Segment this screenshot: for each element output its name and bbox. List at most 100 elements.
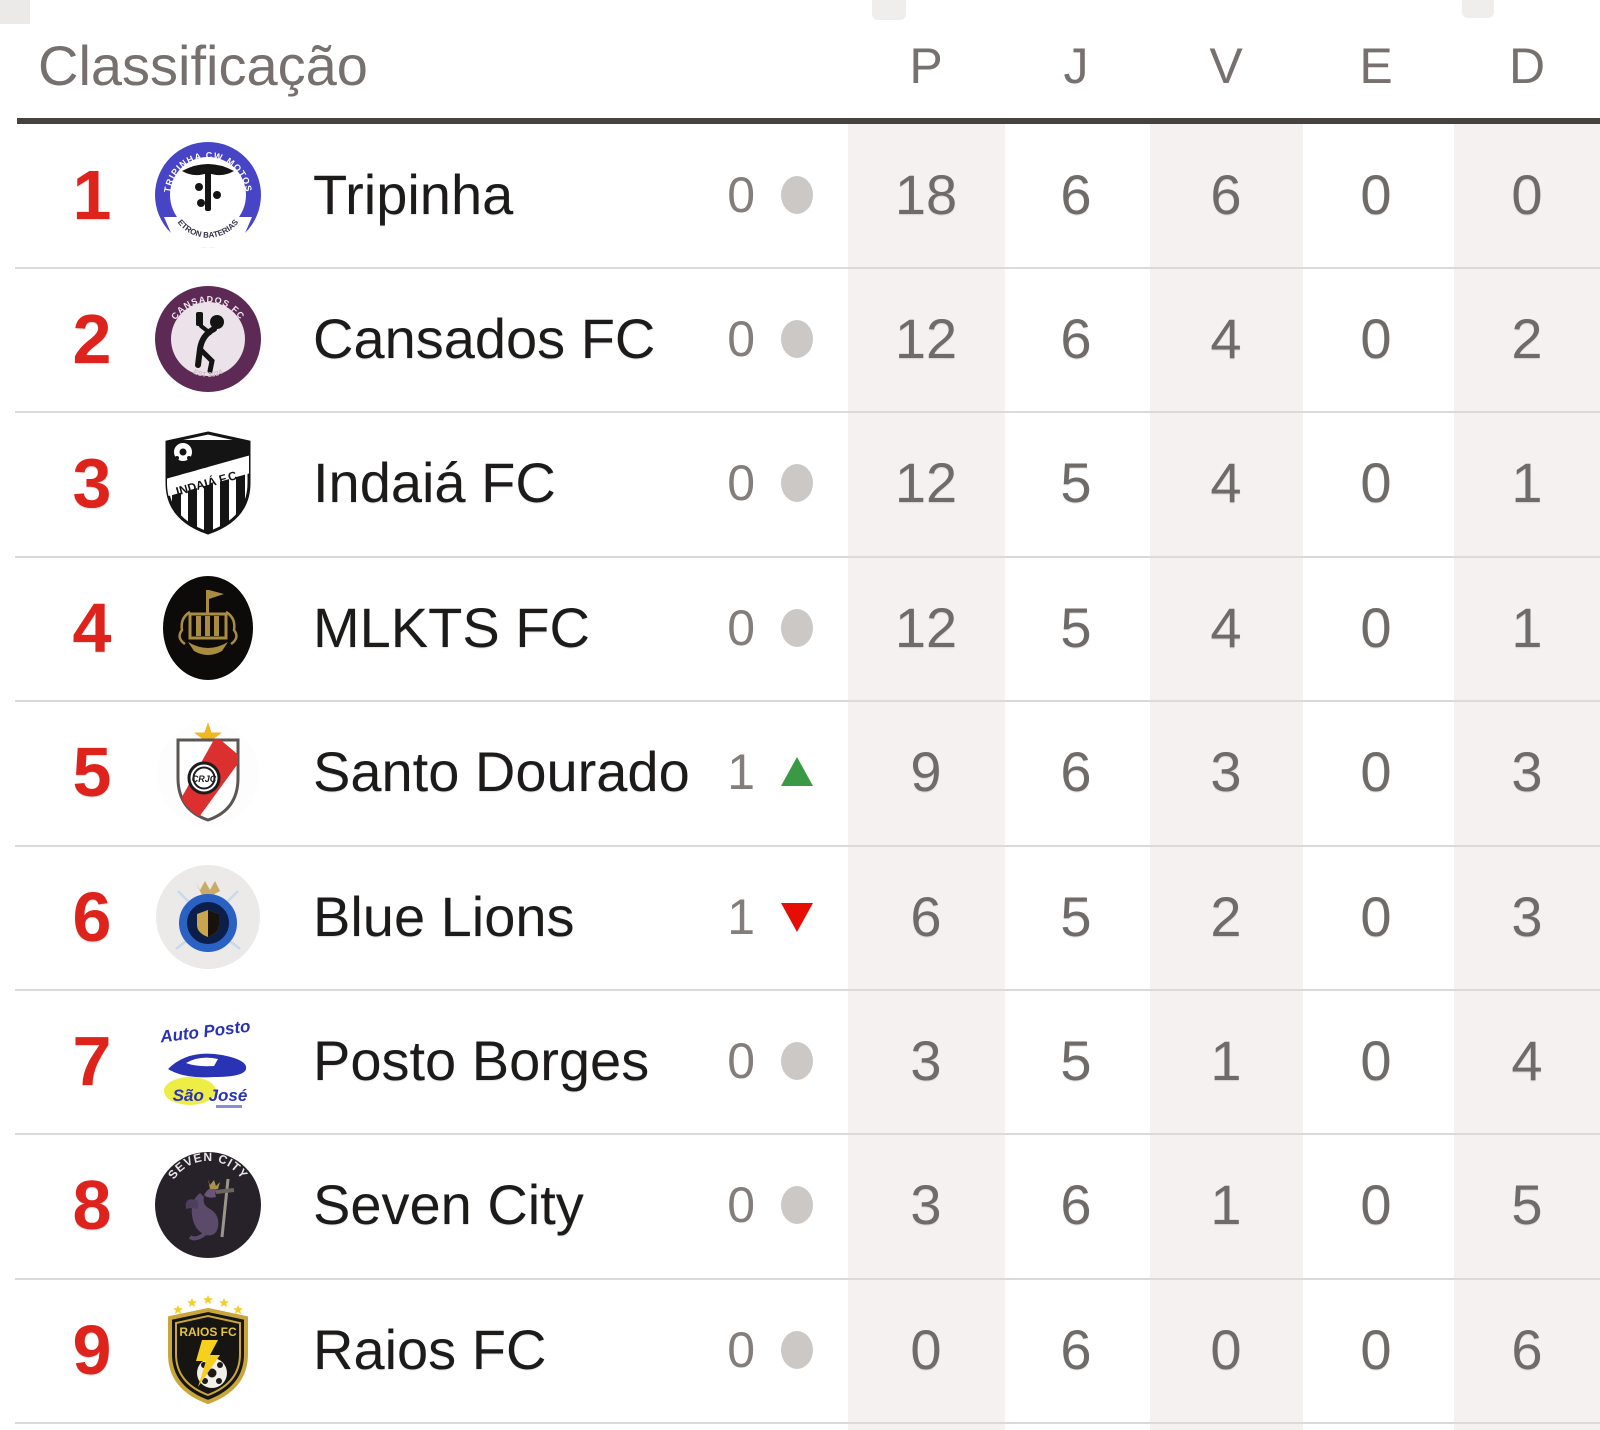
header-divider <box>17 118 1600 124</box>
stat-losses: 2 <box>1511 307 1543 370</box>
steady-dot-icon <box>781 609 813 647</box>
rank-number: 4 <box>72 589 112 667</box>
stat-draws: 0 <box>1360 1318 1392 1381</box>
stat-games: 6 <box>1060 163 1092 226</box>
row-divider <box>15 845 1600 847</box>
stat-losses: 3 <box>1511 740 1543 803</box>
row-divider <box>15 1422 1600 1424</box>
stat-wins: 6 <box>1210 163 1242 226</box>
position-change-value: 0 <box>727 1177 755 1233</box>
team-logo-indaia: INDAIÁ F.C. <box>152 427 264 539</box>
team-logo-mlkts <box>152 572 264 684</box>
table-row[interactable]: 2 CANSADOS FC EST 2024 Cansados FC 0 12 … <box>0 267 1600 411</box>
position-change-value: 0 <box>727 1322 755 1378</box>
standings-title: Classificação <box>38 34 368 97</box>
stat-wins: 4 <box>1210 596 1242 659</box>
team-name: Blue Lions <box>313 885 575 948</box>
stat-games: 5 <box>1060 451 1092 514</box>
table-row[interactable]: 8 SEVEN CITY Seven City 0 3 6 1 0 5 <box>0 1133 1600 1277</box>
table-row[interactable]: 6 Blue Lions 1 6 5 2 0 3 <box>0 845 1600 989</box>
team-logo-cansados: CANSADOS FC EST 2024 <box>152 283 264 395</box>
table-row[interactable]: 5 CRJC Santo Dourado 1 9 6 3 0 3 <box>0 700 1600 844</box>
stat-draws: 0 <box>1360 451 1392 514</box>
stat-wins: 4 <box>1210 307 1242 370</box>
team-name: Santo Dourado <box>313 740 690 803</box>
stat-wins: 0 <box>1210 1318 1242 1381</box>
stat-games: 6 <box>1060 740 1092 803</box>
scroll-artifact <box>872 0 906 20</box>
team-name: Posto Borges <box>313 1029 650 1092</box>
team-logo-santo-dourado: CRJC <box>152 716 264 828</box>
stat-draws: 0 <box>1360 740 1392 803</box>
steady-dot-icon <box>781 1331 813 1369</box>
column-header-losses: D <box>1508 38 1546 94</box>
stat-losses: 3 <box>1511 885 1543 948</box>
team-name: Raios FC <box>313 1318 547 1381</box>
stat-points: 9 <box>910 740 942 803</box>
svg-text:RAIOS FC: RAIOS FC <box>179 1325 237 1339</box>
column-header-draws: E <box>1359 38 1393 94</box>
team-logo-raios: RAIOS FC <box>152 1294 264 1406</box>
stat-losses: 0 <box>1511 163 1543 226</box>
table-row[interactable]: 3 INDAIÁ F.C. <box>0 411 1600 555</box>
scroll-artifact <box>1462 0 1494 18</box>
team-name: Seven City <box>313 1173 584 1236</box>
steady-dot-icon <box>781 1186 813 1224</box>
stat-points: 12 <box>894 307 958 370</box>
rank-number: 5 <box>72 733 112 811</box>
svg-text:São José: São José <box>173 1086 248 1105</box>
stat-losses: 5 <box>1511 1173 1543 1236</box>
points-column-stripe <box>848 124 1005 1430</box>
rank-number: 8 <box>72 1166 112 1244</box>
stat-wins: 1 <box>1210 1173 1242 1236</box>
row-divider <box>15 267 1600 269</box>
wins-column-stripe <box>1150 124 1303 1430</box>
stat-points: 6 <box>910 885 942 948</box>
stat-points: 12 <box>894 596 958 659</box>
stat-draws: 0 <box>1360 307 1392 370</box>
position-change-value: 1 <box>727 889 755 945</box>
svg-text:Auto Posto: Auto Posto <box>158 1017 251 1047</box>
rank-number: 9 <box>72 1311 112 1389</box>
position-change-value: 0 <box>727 1033 755 1089</box>
column-header-wins: V <box>1209 38 1243 94</box>
team-name: Tripinha <box>313 163 514 226</box>
team-name: Indaiá FC <box>313 451 556 514</box>
stat-points: 0 <box>910 1318 942 1381</box>
row-divider <box>15 411 1600 413</box>
steady-dot-icon <box>781 1042 813 1080</box>
stat-points: 12 <box>894 451 958 514</box>
team-logo-posto-borges: Auto Posto São José <box>152 1005 264 1117</box>
team-logo-blue-lions <box>152 861 264 973</box>
steady-dot-icon <box>781 320 813 358</box>
svg-text:EST 2024: EST 2024 <box>192 369 224 379</box>
table-row[interactable]: 1 TRIPINHA CW MOTOS ETRON BATERIAS Tripi… <box>0 123 1600 267</box>
position-change-value: 0 <box>727 167 755 223</box>
stat-draws: 0 <box>1360 596 1392 659</box>
row-divider <box>15 556 1600 558</box>
team-logo-tripinha: TRIPINHA CW MOTOS ETRON BATERIAS <box>152 139 264 251</box>
stat-draws: 0 <box>1360 163 1392 226</box>
position-change-value: 0 <box>727 311 755 367</box>
team-name: Cansados FC <box>313 307 656 370</box>
stat-wins: 4 <box>1210 451 1242 514</box>
team-logo-seven-city: SEVEN CITY <box>152 1149 264 1261</box>
stat-losses: 4 <box>1511 1029 1543 1092</box>
row-divider <box>15 1278 1600 1280</box>
row-divider <box>15 1133 1600 1135</box>
stat-games: 6 <box>1060 1173 1092 1236</box>
rank-down-icon <box>781 903 813 932</box>
stat-games: 6 <box>1060 1318 1092 1381</box>
team-name: MLKTS FC <box>313 596 590 659</box>
rank-number: 1 <box>72 156 112 234</box>
steady-dot-icon <box>781 176 813 214</box>
rank-number: 7 <box>72 1022 112 1100</box>
stat-wins: 1 <box>1210 1029 1242 1092</box>
rank-number: 3 <box>72 444 112 522</box>
table-row[interactable]: 9 RAIOS FC Raios FC 0 0 6 0 0 6 <box>0 1278 1600 1422</box>
stat-draws: 0 <box>1360 1173 1392 1236</box>
position-change-value: 0 <box>727 600 755 656</box>
table-row[interactable]: 7 Auto Posto São José Posto Borges 0 3 5… <box>0 989 1600 1133</box>
rank-number: 2 <box>72 300 112 378</box>
table-row[interactable]: 4 MLKTS FC 0 12 5 4 0 1 <box>0 556 1600 700</box>
